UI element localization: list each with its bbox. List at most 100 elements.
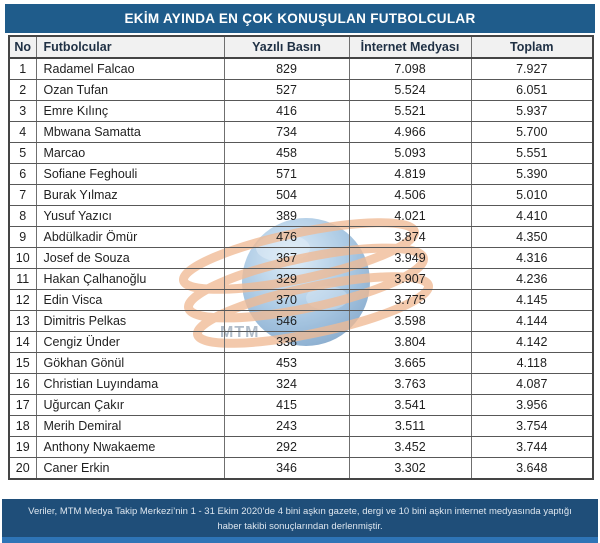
internet-media-cell: 3.452 xyxy=(348,436,472,458)
player-name-cell: Josef de Souza xyxy=(35,247,225,269)
rank-cell: 6 xyxy=(8,163,37,185)
total-cell: 4.142 xyxy=(470,331,594,353)
table-row: 14 Cengiz Ünder 338 3.804 4.142 xyxy=(8,331,594,353)
total-cell: 5.700 xyxy=(470,121,594,143)
print-media-cell: 546 xyxy=(223,310,350,332)
player-name-cell: Marcao xyxy=(35,142,225,164)
table-header-row: No Futbolcular Yazılı Basın İnternet Med… xyxy=(8,35,594,59)
internet-media-cell: 5.521 xyxy=(348,100,472,122)
table-row: 8 Yusuf Yazıcı 389 4.021 4.410 xyxy=(8,205,594,227)
total-cell: 4.145 xyxy=(470,289,594,311)
internet-media-cell: 4.021 xyxy=(348,205,472,227)
player-name-cell: Christian Luyındama xyxy=(35,373,225,395)
column-header-yazili-basin: Yazılı Basın xyxy=(223,35,350,59)
total-cell: 4.144 xyxy=(470,310,594,332)
internet-media-cell: 3.804 xyxy=(348,331,472,353)
total-cell: 5.390 xyxy=(470,163,594,185)
total-cell: 6.051 xyxy=(470,79,594,101)
print-media-cell: 527 xyxy=(223,79,350,101)
rank-cell: 19 xyxy=(8,436,37,458)
rank-cell: 16 xyxy=(8,373,37,395)
rank-cell: 10 xyxy=(8,247,37,269)
table-row: 17 Uğurcan Çakır 415 3.541 3.956 xyxy=(8,394,594,416)
table-row: 6 Sofiane Feghouli 571 4.819 5.390 xyxy=(8,163,594,185)
total-cell: 4.087 xyxy=(470,373,594,395)
player-name-cell: Cengiz Ünder xyxy=(35,331,225,353)
table-row: 5 Marcao 458 5.093 5.551 xyxy=(8,142,594,164)
total-cell: 5.937 xyxy=(470,100,594,122)
internet-media-cell: 4.819 xyxy=(348,163,472,185)
player-name-cell: Edin Visca xyxy=(35,289,225,311)
total-cell: 5.551 xyxy=(470,142,594,164)
column-header-toplam: Toplam xyxy=(470,35,594,59)
table-row: 3 Emre Kılınç 416 5.521 5.937 xyxy=(8,100,594,122)
rank-cell: 5 xyxy=(8,142,37,164)
rank-cell: 17 xyxy=(8,394,37,416)
total-cell: 3.956 xyxy=(470,394,594,416)
rank-cell: 2 xyxy=(8,79,37,101)
internet-media-cell: 7.098 xyxy=(348,57,472,80)
player-name-cell: Anthony Nwakaeme xyxy=(35,436,225,458)
internet-media-cell: 3.763 xyxy=(348,373,472,395)
total-cell: 5.010 xyxy=(470,184,594,206)
table-row: 16 Christian Luyındama 324 3.763 4.087 xyxy=(8,373,594,395)
rank-cell: 20 xyxy=(8,457,37,480)
total-cell: 4.118 xyxy=(470,352,594,374)
table-row: 13 Dimitris Pelkas 546 3.598 4.144 xyxy=(8,310,594,332)
print-media-cell: 453 xyxy=(223,352,350,374)
footer-accent-strip xyxy=(2,537,598,543)
internet-media-cell: 3.665 xyxy=(348,352,472,374)
print-media-cell: 292 xyxy=(223,436,350,458)
rank-cell: 7 xyxy=(8,184,37,206)
table-row: 7 Burak Yılmaz 504 4.506 5.010 xyxy=(8,184,594,206)
internet-media-cell: 4.506 xyxy=(348,184,472,206)
player-name-cell: Emre Kılınç xyxy=(35,100,225,122)
rank-cell: 14 xyxy=(8,331,37,353)
column-header-futbolcular: Futbolcular xyxy=(35,35,225,59)
total-cell: 3.744 xyxy=(470,436,594,458)
print-media-cell: 504 xyxy=(223,184,350,206)
player-name-cell: Caner Erkin xyxy=(35,457,225,480)
player-name-cell: Uğurcan Çakır xyxy=(35,394,225,416)
table-row: 4 Mbwana Samatta 734 4.966 5.700 xyxy=(8,121,594,143)
internet-media-cell: 3.302 xyxy=(348,457,472,480)
internet-media-cell: 3.598 xyxy=(348,310,472,332)
rank-cell: 11 xyxy=(8,268,37,290)
print-media-cell: 243 xyxy=(223,415,350,437)
player-name-cell: Burak Yılmaz xyxy=(35,184,225,206)
rank-cell: 15 xyxy=(8,352,37,374)
print-media-cell: 734 xyxy=(223,121,350,143)
player-name-cell: Mbwana Samatta xyxy=(35,121,225,143)
total-cell: 7.927 xyxy=(470,57,594,80)
print-media-cell: 324 xyxy=(223,373,350,395)
total-cell: 4.410 xyxy=(470,205,594,227)
print-media-cell: 329 xyxy=(223,268,350,290)
table-row: 11 Hakan Çalhanoğlu 329 3.907 4.236 xyxy=(8,268,594,290)
table-row: 12 Edin Visca 370 3.775 4.145 xyxy=(8,289,594,311)
table-row: 10 Josef de Souza 367 3.949 4.316 xyxy=(8,247,594,269)
column-header-internet-medyasi: İnternet Medyası xyxy=(348,35,472,59)
footer-text: Veriler, MTM Medya Takip Merkezi’nin 1 -… xyxy=(28,506,572,532)
rank-cell: 9 xyxy=(8,226,37,248)
player-name-cell: Dimitris Pelkas xyxy=(35,310,225,332)
player-name-cell: Gökhan Gönül xyxy=(35,352,225,374)
rank-cell: 3 xyxy=(8,100,37,122)
players-table: No Futbolcular Yazılı Basın İnternet Med… xyxy=(8,35,594,480)
rank-cell: 13 xyxy=(8,310,37,332)
print-media-cell: 829 xyxy=(223,57,350,80)
print-media-cell: 416 xyxy=(223,100,350,122)
internet-media-cell: 3.775 xyxy=(348,289,472,311)
print-media-cell: 367 xyxy=(223,247,350,269)
rank-cell: 18 xyxy=(8,415,37,437)
internet-media-cell: 3.949 xyxy=(348,247,472,269)
internet-media-cell: 4.966 xyxy=(348,121,472,143)
rank-cell: 12 xyxy=(8,289,37,311)
column-header-no: No xyxy=(8,35,37,59)
internet-media-cell: 3.541 xyxy=(348,394,472,416)
internet-media-cell: 5.524 xyxy=(348,79,472,101)
total-cell: 3.754 xyxy=(470,415,594,437)
print-media-cell: 458 xyxy=(223,142,350,164)
print-media-cell: 389 xyxy=(223,205,350,227)
table-row: 9 Abdülkadir Ömür 476 3.874 4.350 xyxy=(8,226,594,248)
